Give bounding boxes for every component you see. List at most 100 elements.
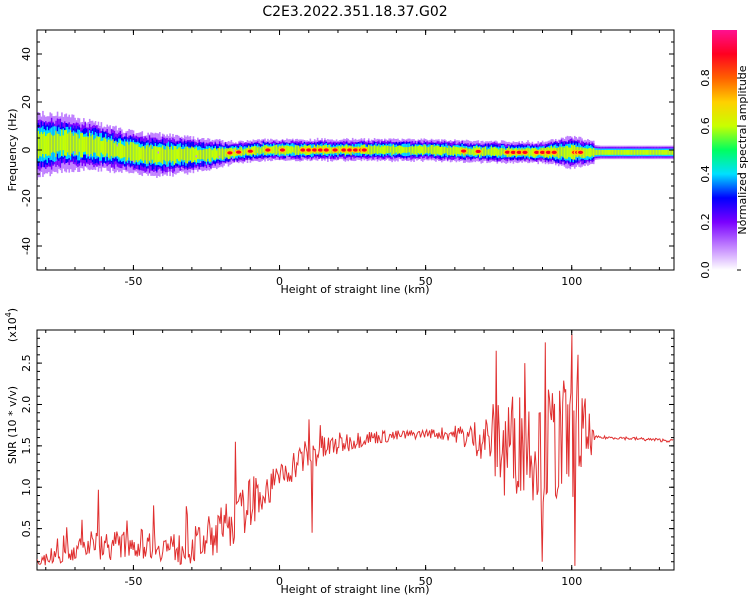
- spectrogram-cell: [495, 147, 497, 155]
- spectrogram-cell: [126, 142, 129, 161]
- spectrogram-cell: [175, 146, 177, 164]
- spectrogram-cell: [600, 150, 602, 155]
- spectrogram-cell: [201, 150, 203, 160]
- spectrogram-cell: [142, 146, 145, 163]
- spectrogram-cell: [272, 145, 275, 154]
- spectrogram-cell: [636, 150, 639, 155]
- spectrogram-cell: [617, 150, 620, 155]
- spectrogram-outlier: [195, 155, 198, 158]
- spectrogram-cell: [408, 146, 411, 153]
- spectrogram-cell: [591, 149, 594, 156]
- spectrogram-cell: [562, 146, 564, 157]
- spectrogram-peak: [534, 150, 540, 154]
- spectrogram-cell: [148, 147, 151, 161]
- spectrogram-cell: [286, 145, 288, 154]
- spectrogram-cell: [102, 140, 104, 155]
- spectrogram-cell: [458, 147, 461, 155]
- spectrogram-cell: [613, 150, 615, 155]
- colorbar-tick-label: 0.2: [699, 213, 712, 231]
- spectrogram-outlier: [199, 161, 202, 164]
- spectrogram-cell: [557, 147, 560, 159]
- spectrogram-cell: [530, 149, 532, 156]
- spectrogram-cell: [379, 147, 382, 154]
- snr-frame: [36, 329, 675, 571]
- spectrogram-cell: [611, 150, 614, 155]
- spectrogram-cell: [107, 139, 110, 158]
- spectrogram-y-tick-label: -20: [20, 189, 33, 207]
- spectrogram-cell: [291, 146, 294, 153]
- spectrogram-cell: [83, 136, 85, 153]
- spectrogram-cell: [178, 147, 180, 161]
- spectrogram-cell: [93, 139, 95, 153]
- spectrogram-cell: [191, 146, 193, 163]
- spectrogram-cell: [287, 145, 290, 154]
- spectrogram-outlier: [232, 157, 234, 160]
- spectrogram-cell: [373, 145, 376, 154]
- spectrogram-cell: [376, 146, 379, 154]
- spectrogram-cell: [129, 142, 132, 161]
- spectrogram-cell: [87, 137, 90, 155]
- spectrogram-cell: [220, 148, 222, 159]
- spectrogram-cell: [45, 136, 47, 154]
- spectrogram-peak: [227, 151, 233, 155]
- spectrogram-outlier: [261, 142, 263, 145]
- spectrogram-cell: [183, 148, 186, 161]
- spectrogram-peak: [323, 148, 329, 152]
- spectrogram-cell: [192, 147, 195, 163]
- spectrogram-cell: [157, 147, 160, 163]
- spectrogram-cell: [131, 141, 133, 161]
- spectrogram-cell: [223, 149, 225, 160]
- spectrogram-outlier: [286, 155, 288, 158]
- spectrogram-peak: [352, 148, 359, 152]
- spectrogram-cell: [569, 147, 572, 158]
- spectrogram-cell: [56, 133, 59, 152]
- spectrogram-cell: [499, 148, 502, 157]
- spectrogram-cell: [496, 148, 499, 157]
- spectrogram-cell: [658, 150, 661, 155]
- spectrogram-cell: [565, 145, 567, 160]
- spectrogram-cell: [153, 146, 155, 164]
- colorbar-tick-label: 0.4: [699, 165, 712, 183]
- spectrogram-cell: [210, 148, 212, 162]
- spectrogram-cell: [629, 150, 632, 155]
- colorbar-tick-label: 0.8: [699, 69, 712, 87]
- spectrogram-cell: [610, 150, 613, 155]
- spectrogram-cell: [296, 145, 298, 155]
- spectrogram-cell: [410, 146, 412, 155]
- spectrogram-peak: [317, 148, 324, 152]
- spectrogram-cell: [144, 148, 147, 161]
- spectrogram-cell: [664, 150, 667, 155]
- spectrogram-axes: -50 0 50 100 -40 -20 0 20 40: [20, 29, 674, 288]
- colorbar-tick-label: 0.0: [699, 261, 712, 279]
- spectrogram-cell: [385, 146, 388, 154]
- spectrogram-cell: [452, 145, 455, 156]
- spectrogram-cell: [154, 146, 157, 163]
- spectrogram-peak: [300, 148, 306, 152]
- spectrogram-cell: [566, 145, 569, 159]
- spectrogram-cell: [483, 147, 485, 156]
- spectrogram-cell: [94, 138, 97, 153]
- snr-y-tick-label: 1.0: [20, 478, 33, 496]
- spectrogram-cell: [262, 146, 265, 153]
- spectrogram-cell: [625, 150, 627, 155]
- spectrogram-cell: [375, 145, 377, 154]
- spectrogram-cell: [91, 134, 94, 157]
- spectrogram-cell: [641, 150, 643, 155]
- colorbar-ticks: 0.0 0.2 0.4 0.6 0.8: [699, 69, 741, 279]
- spectrogram-cell: [258, 146, 260, 155]
- spectrogram-cell: [663, 150, 665, 155]
- snr-x-tick-label: 50: [419, 575, 433, 588]
- spectrogram-cell: [585, 148, 588, 157]
- spectrogram-cell: [413, 146, 415, 155]
- chart-title: C2E3.2022.351.18.37.G02: [262, 4, 447, 20]
- spectrogram-cell: [405, 147, 408, 154]
- spectrogram-y-label: Frequency (Hz): [6, 109, 19, 192]
- spectrogram-cell: [626, 150, 629, 155]
- spectrogram-cell: [416, 146, 418, 155]
- spectrogram-cell: [151, 148, 154, 160]
- spectrogram-cell: [467, 148, 469, 155]
- spectrogram-cell: [97, 137, 100, 157]
- spectrogram-cell: [99, 136, 101, 158]
- spectrogram-peak: [306, 148, 312, 152]
- spectrogram-cell: [199, 149, 202, 160]
